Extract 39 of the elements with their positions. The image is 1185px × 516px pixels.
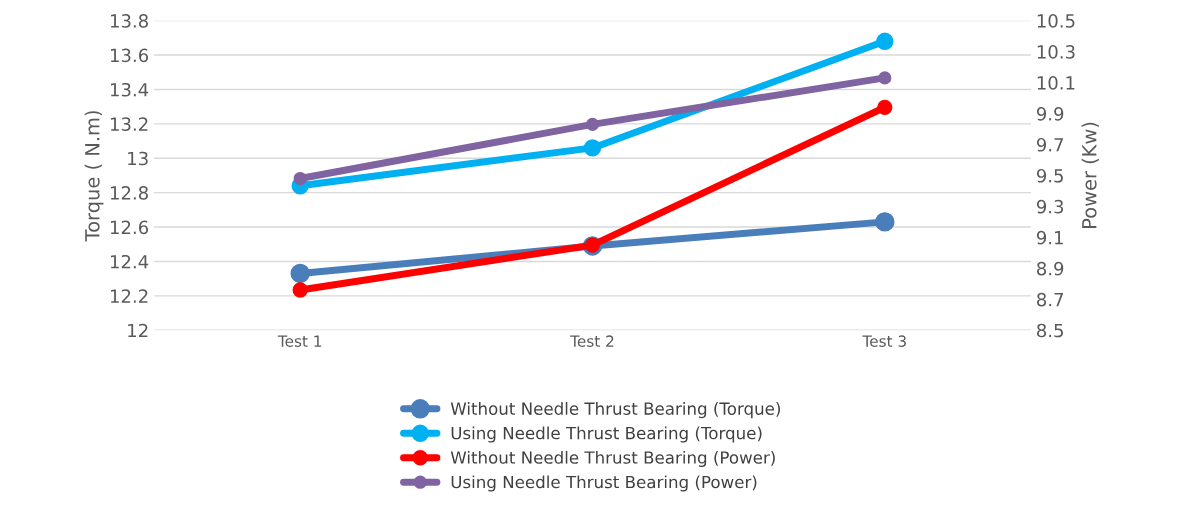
y2-tick-label: 9.1 [1036, 230, 1063, 245]
y-tick-label: 12.6 [110, 220, 149, 235]
point [585, 117, 600, 131]
point [583, 139, 602, 157]
y-tick-label: 13.6 [110, 48, 149, 63]
y2-tick-label: 10.3 [1037, 45, 1075, 59]
y2-tick-label: 10.5 [1037, 14, 1075, 28]
point [876, 32, 894, 50]
y2-tick-label: 9.5 [1036, 168, 1063, 183]
x-tick-label: Test 1 [277, 335, 322, 347]
x-tick-label: Test 3 [862, 335, 906, 347]
y2-axis-title: Power (Kw) [1081, 122, 1099, 228]
y-tick-label: 13.2 [110, 117, 148, 131]
y2-tick-label: 9.7 [1036, 137, 1063, 152]
y-tick-label: 12 [128, 323, 148, 338]
legend-label: Without Needle Thrust Bearing (Torque) [450, 402, 780, 419]
point [877, 99, 893, 115]
y2-tick-label: 9.9 [1036, 106, 1064, 121]
y-axis-title: Torque ( N.m) [84, 111, 104, 242]
y-tick-label: 13.4 [110, 82, 149, 97]
y-tick-label: 12.8 [110, 186, 148, 200]
point [875, 212, 895, 232]
y-tick-label: 13.8 [110, 14, 148, 28]
y2-tick-label: 8.7 [1037, 292, 1063, 307]
point [878, 71, 892, 85]
point [293, 171, 307, 186]
point [292, 282, 308, 298]
legend-label: Without Needle Thrust Bearing (Power) [450, 450, 775, 468]
y-tick-label: 12.4 [110, 254, 149, 269]
y2-tick-label: 8.5 [1037, 323, 1063, 338]
y-tick-label: 13 [128, 151, 148, 166]
legend-label: Using Needle Thrust Bearing (Torque) [451, 426, 762, 443]
y2-tick-label: 9.3 [1036, 199, 1064, 214]
y-tick-label: 12.2 [110, 289, 148, 303]
legend-label: Using Needle Thrust Bearing (Power) [451, 475, 757, 492]
x-tick-label: Test 2 [570, 335, 614, 347]
y2-tick-label: 8.9 [1037, 261, 1064, 276]
y2-tick-label: 10.1 [1037, 76, 1075, 90]
point [290, 263, 310, 284]
